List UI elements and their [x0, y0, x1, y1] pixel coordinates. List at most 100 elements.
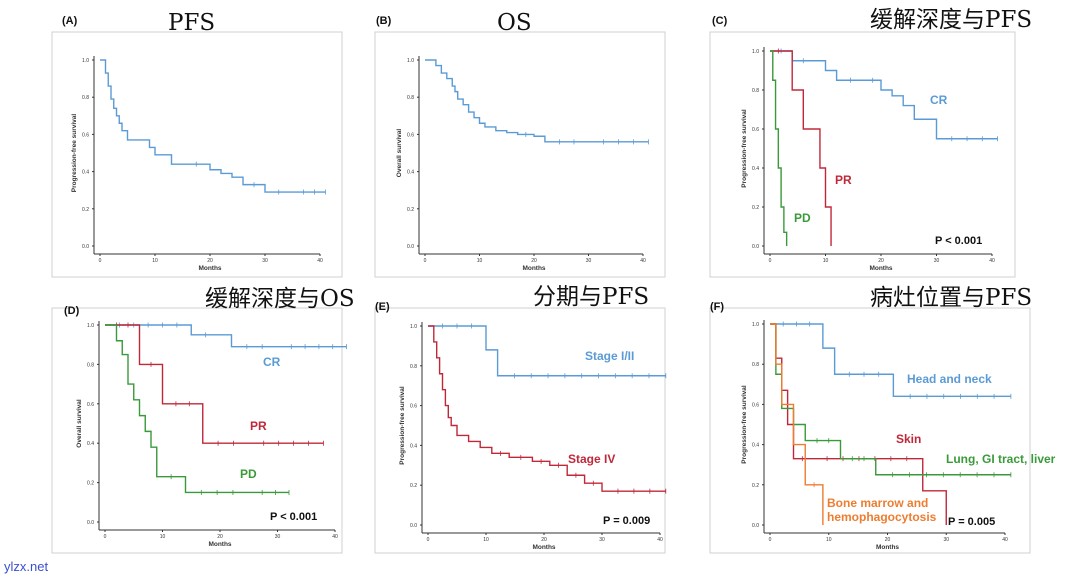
x-tick-label: 10	[152, 258, 158, 264]
x-axis-title: Months	[522, 265, 545, 272]
series-label-line: PR	[250, 419, 267, 433]
y-tick-label: 0.4	[410, 443, 417, 449]
y-tick-label: 0.8	[407, 95, 414, 101]
x-tick-label: 30	[599, 537, 605, 543]
p-value: P < 0.001	[935, 235, 982, 247]
x-tick-label: 0	[769, 537, 772, 543]
y-tick-label: 0.0	[752, 244, 759, 250]
series-label: Stage I/II	[585, 349, 634, 363]
series-label: PD	[794, 211, 811, 225]
panel-frame	[709, 31, 1016, 278]
x-tick-label: 20	[541, 537, 547, 543]
chart-panel-b: (B) OS 0 10 20 30 40 0.0 0.2 0.4 0.6 0.8 1.0 Months Ov…	[374, 10, 666, 278]
panel-title: 缓解深度与PFS	[870, 7, 1032, 33]
x-tick-label: 30	[934, 258, 940, 264]
x-axis-title: Months	[198, 265, 221, 272]
y-tick-label: 0.6	[410, 404, 417, 410]
y-tick-label: 0.6	[82, 132, 89, 138]
series-label: CR	[930, 93, 948, 107]
x-axis-title: Months	[532, 544, 555, 551]
y-tick-label: 0.2	[752, 205, 759, 211]
panel-label: (C)	[712, 15, 728, 27]
series-label-line: Lung, GI tract, liver	[946, 452, 1056, 466]
x-tick-label: 20	[878, 258, 884, 264]
x-tick-label: 20	[531, 258, 537, 264]
x-axis-title: Months	[869, 265, 892, 272]
x-tick-label: 10	[823, 258, 829, 264]
series-line-cr	[105, 324, 347, 348]
panel-label: (D)	[64, 305, 80, 317]
panel-frame	[51, 307, 343, 554]
y-tick-label: 1.0	[82, 58, 89, 64]
series-label-line: Stage I/II	[585, 349, 634, 363]
panel-frame	[51, 31, 343, 278]
series-label-line: CR	[263, 355, 281, 369]
series-line-main	[425, 59, 649, 143]
series-line-pd	[105, 324, 289, 494]
y-tick-label: 1.0	[407, 58, 414, 64]
chart-panel-d: (D) 缓解深度与OS 0 10 20 30 40 0.0 0.2 0.4 0.6 0.8 1.0 Mon…	[51, 286, 355, 554]
x-tick-label: 0	[99, 258, 102, 264]
y-tick-label: 1.0	[410, 324, 417, 330]
chart-panel-c: (C) 缓解深度与PFS 0 10 20 30 40 0.0 0.2 0.4 0.6 0.8 1.0 Mo…	[709, 7, 1032, 278]
series-label: PR	[835, 173, 852, 187]
series-label-line: PR	[835, 173, 852, 187]
panel-title: OS	[497, 10, 532, 36]
series-line-pd	[770, 50, 788, 246]
x-tick-label: 10	[483, 537, 489, 543]
panel-label: (E)	[375, 301, 390, 313]
x-tick-label: 20	[217, 534, 223, 540]
y-tick-label: 0.8	[752, 362, 759, 368]
x-tick-label: 0	[104, 534, 107, 540]
x-tick-label: 40	[657, 537, 663, 543]
y-tick-label: 1.0	[752, 49, 759, 55]
series-label: Bone marrow and hemophagocytosis	[827, 496, 937, 524]
series-line-main	[100, 59, 326, 193]
panel-frame	[374, 307, 666, 554]
y-axis-title: Progression-free survival	[741, 385, 748, 464]
y-tick-label: 0.0	[82, 244, 89, 250]
panel-title: 病灶位置与PFS	[870, 285, 1032, 311]
y-axis-title: Overall survival	[76, 399, 83, 448]
y-tick-label: 0.0	[752, 523, 759, 529]
y-tick-label: 0.6	[87, 402, 94, 408]
y-tick-label: 1.0	[752, 322, 759, 328]
series-label-line: PD	[240, 467, 257, 481]
series-label-line: Bone marrow and	[827, 496, 928, 510]
series-label: Skin	[896, 432, 921, 446]
y-tick-label: 0.8	[410, 364, 417, 370]
series-label-line: CR	[930, 93, 948, 107]
series-label-line: PD	[794, 211, 811, 225]
x-tick-label: 10	[826, 537, 832, 543]
series-line-pr	[770, 50, 832, 246]
panel-title: PFS	[168, 10, 215, 36]
series-label: Stage IV	[568, 452, 615, 466]
y-tick-label: 0.8	[82, 95, 89, 101]
panel-frame	[374, 31, 666, 278]
chart-panel-e: (E) 分期与PFS 0 10 20 30 40 0.0 0.2 0.4 0.6 0.8 1.0 Mont…	[374, 284, 667, 554]
series-line-bone	[770, 323, 824, 525]
y-axis-title: Progression-free survival	[399, 386, 406, 465]
x-tick-label: 0	[769, 258, 772, 264]
series-label: Lung, GI tract, liver	[946, 452, 1056, 466]
y-tick-label: 0.2	[82, 207, 89, 213]
y-tick-label: 0.0	[410, 523, 417, 529]
y-axis-title: Overall survival	[396, 129, 403, 178]
p-value: P = 0.005	[948, 516, 995, 528]
x-tick-label: 30	[262, 258, 268, 264]
x-tick-label: 40	[640, 258, 646, 264]
chart-panel-a: (A) PFS 0 10 20 30 40 0.0 0.2 0.4 0.6 0.8 1.0 Months P…	[51, 10, 343, 278]
y-tick-label: 0.4	[752, 166, 759, 172]
x-tick-label: 30	[275, 534, 281, 540]
series-label-line: Stage IV	[568, 452, 615, 466]
series-line-stage	[428, 325, 666, 492]
chart-panel-f: (F) 病灶位置与PFS 0 10 20 30 40 0.0 0.2 0.4 0.6 0.8 1.0 Mo…	[709, 285, 1056, 554]
series-label-line: Head and neck	[907, 372, 992, 386]
y-tick-label: 0.2	[752, 483, 759, 489]
panel-label: (A)	[62, 15, 78, 27]
x-tick-label: 0	[427, 537, 430, 543]
x-tick-label: 10	[477, 258, 483, 264]
watermark: ylzx.net	[4, 559, 49, 574]
series-label-line: hemophagocytosis	[827, 510, 937, 524]
series-line-head	[770, 323, 1011, 398]
